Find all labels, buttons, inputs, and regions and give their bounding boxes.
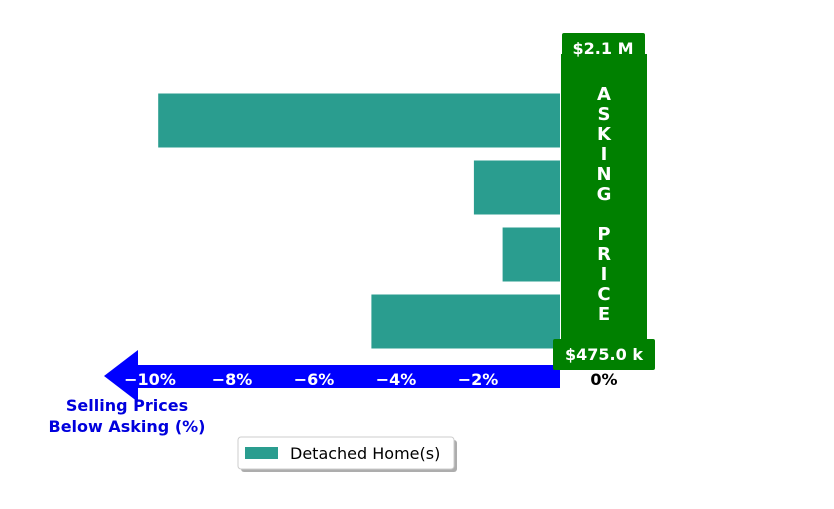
price-bottom-badge — [553, 339, 655, 370]
banner-letter: N — [596, 164, 611, 185]
banner-letter: G — [597, 184, 612, 205]
x-axis-caption-line1: Selling Prices — [66, 396, 188, 415]
x-tick-label: −8% — [212, 370, 253, 389]
banner-letter: S — [598, 104, 611, 125]
bar-2 — [473, 160, 560, 215]
axis-arrow-head — [104, 350, 138, 402]
banner-letter: R — [597, 244, 611, 265]
legend-label: Detached Home(s) — [290, 444, 440, 463]
x-tick-label: −10% — [124, 370, 176, 389]
x-tick-zero: 0% — [590, 370, 617, 389]
price-top-label: $2.1 M — [573, 39, 634, 58]
axis-arrow-shaft — [134, 365, 560, 388]
bars-group — [158, 93, 560, 349]
bar-1 — [158, 93, 560, 148]
legend-swatch — [245, 447, 278, 459]
banner-column — [561, 54, 647, 344]
banner-letter: I — [601, 264, 608, 285]
bar-4 — [371, 294, 560, 349]
x-axis-arrow: −10% −8% −6% −4% −2% 0% — [104, 350, 618, 402]
banner-letter: C — [597, 284, 610, 305]
x-tick-label: −6% — [294, 370, 335, 389]
legend: Detached Home(s) — [237, 436, 457, 472]
banner-letter: A — [597, 84, 611, 105]
banner-letter: P — [597, 224, 610, 245]
banner-letter: I — [601, 144, 608, 165]
price-top-badge — [562, 33, 645, 61]
banner-letter: E — [598, 304, 610, 325]
banner-letter: K — [597, 124, 612, 145]
x-axis-caption-line2: Below Asking (%) — [49, 417, 206, 436]
x-tick-label: −4% — [376, 370, 417, 389]
bar-3 — [502, 227, 560, 282]
x-tick-label: −2% — [458, 370, 499, 389]
price-bottom-label: $475.0 k — [565, 345, 643, 364]
